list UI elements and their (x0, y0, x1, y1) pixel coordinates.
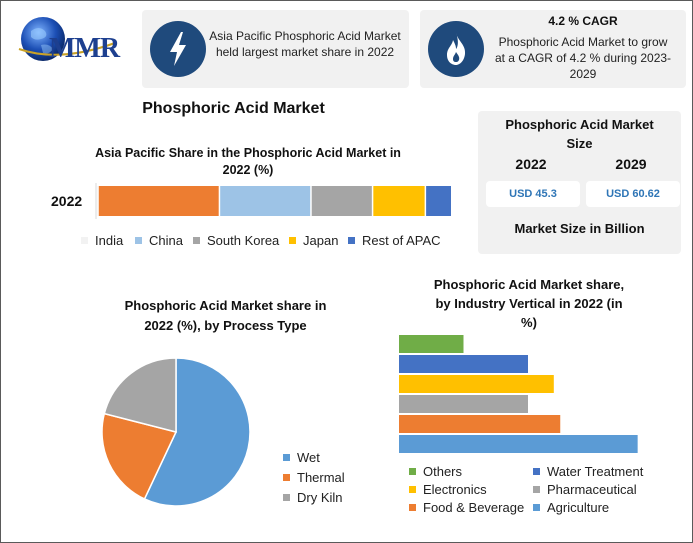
pie-legend-thermal-swatch (283, 474, 290, 481)
pie-slice-thermal (101, 412, 178, 500)
apac-bar-segment-china (98, 186, 219, 216)
industry-legend-electronics-label: Electronics (423, 482, 487, 497)
info-card-1-text: Asia Pacific Phosphoric Acid Market held… (206, 28, 404, 60)
industry-legend-pharmaceutical-swatch (533, 486, 540, 493)
industry-legend-food-and-beverage: Food & Beverage (409, 500, 524, 515)
pie-legend-dry-kiln: Dry Kiln (283, 490, 343, 505)
info-card-2-line-3: 2029 (569, 67, 597, 81)
apac-bar-segment-segment-5 (426, 186, 451, 216)
pie-slice-wet (143, 357, 251, 507)
industry-legend-agriculture-label: Agriculture (547, 500, 610, 515)
pie-legend-dry-kiln-swatch (283, 494, 290, 501)
apac-legend-india-label: India (95, 233, 124, 248)
industry-chart-title-line-1: Phosphoric Acid Market share, (433, 277, 625, 292)
market-size-year-2029: 2029 (615, 156, 647, 172)
cagr-title: 4.2 % CAGR (548, 14, 618, 28)
industry-legend-electronics-swatch (409, 486, 416, 493)
lightning-icon (150, 21, 206, 77)
apac-legend-india: India (81, 233, 123, 248)
industry-legend-pharmaceutical: Pharmaceutical (533, 482, 637, 497)
apac-chart-title: Asia Pacific Share in the Phosphoric Aci… (63, 145, 433, 179)
industry-bar-pharmaceutical (399, 395, 528, 413)
market-size-year-2022: 2022 (515, 156, 547, 172)
industry-legend-others: Others (409, 464, 462, 479)
apac-legend-china: China (135, 233, 183, 248)
industry-legend-others-swatch (409, 468, 416, 475)
apac-legend-japan-label: Japan (303, 233, 339, 248)
info-card-1-line-2: held largest market share in 2022 (215, 45, 395, 59)
industry-legend-water-treatment-swatch (533, 468, 540, 475)
pie-chart-title-line-1: Phosphoric Acid Market share in (124, 298, 327, 313)
pie-legend-wet: Wet (283, 450, 320, 465)
industry-legend-food-and-beverage-swatch (409, 504, 416, 511)
apac-legend-south-korea: South Korea (193, 233, 279, 248)
industry-bar-water-treatment (399, 355, 528, 373)
apac-legend-japan: Japan (289, 233, 338, 248)
market-size-title: Phosphoric Acid Market Size (478, 115, 681, 153)
apac-legend-japan-swatch (289, 237, 296, 244)
pie-legend-thermal: Thermal (283, 470, 345, 485)
page-title: Phosphoric Acid Market (142, 100, 325, 117)
apac-legend-india-swatch (81, 237, 88, 244)
apac-legend-china-swatch (135, 237, 142, 244)
brand-logo-text: MMR (49, 33, 120, 64)
globe-icon (18, 17, 116, 61)
industry-chart-title-line-3: %) (521, 315, 537, 330)
industry-legend-agriculture-swatch (533, 504, 540, 511)
info-card-2-text: Phosphoric Acid Market to grow at a CAGR… (484, 34, 682, 82)
apac-legend-rest-of-apac-label: Rest of APAC (362, 233, 441, 248)
pie-legend-thermal-label: Thermal (297, 470, 345, 485)
apac-bar-segment-japan (311, 186, 372, 216)
apac-legend-china-label: China (149, 233, 183, 248)
industry-legend-food-and-beverage-label: Food & Beverage (423, 500, 525, 515)
info-card-2-line-1: Phosphoric Acid Market to grow (498, 35, 668, 49)
pie-slice-dry-kiln (103, 357, 177, 433)
industry-legend-others-label: Others (423, 464, 463, 479)
apac-legend-rest-of-apac: Rest of APAC (348, 233, 441, 248)
apac-legend-rest-of-apac-swatch (348, 237, 355, 244)
info-card-asia-pacific: Asia Pacific Phosphoric Acid Market held… (142, 10, 409, 88)
pie-chart-title: Phosphoric Acid Market share in 2022 (%)… (103, 296, 348, 336)
industry-chart-title: Phosphoric Acid Market share, by Industr… (401, 275, 657, 332)
industry-chart-title-line-2: by Industry Vertical in 2022 (in (435, 296, 623, 311)
pie-chart-title-line-2: 2022 (%), by Process Type (144, 318, 307, 333)
market-size-title-line-1: Phosphoric Acid Market (505, 117, 654, 132)
pie-legend-dry-kiln-label: Dry Kiln (297, 490, 343, 505)
industry-bar-food-and-beverage (399, 415, 561, 433)
industry-bar-electronics (399, 375, 554, 393)
industry-bar-chart (399, 335, 638, 453)
apac-legend-south-korea-swatch (193, 237, 200, 244)
industry-legend-water-treatment: Water Treatment (533, 464, 643, 479)
apac-bar-segment-rest-of-apac (373, 186, 425, 216)
process-type-pie-chart (101, 357, 251, 507)
apac-chart-category-label: 2022 (51, 193, 83, 209)
market-size-card: Phosphoric Acid Market Size 2022 2029 US… (478, 111, 681, 254)
market-size-value-2029: USD 60.62 (586, 181, 680, 207)
industry-legend-electronics: Electronics (409, 482, 487, 497)
market-size-title-line-2: Size (566, 136, 593, 151)
flame-icon (428, 21, 484, 77)
info-card-1-line-1: Asia Pacific Phosphoric Acid Market (209, 29, 401, 43)
info-card-cagr: 4.2 % CAGR Phosphoric Acid Market to gro… (420, 10, 686, 88)
apac-legend-south-korea-label: South Korea (207, 233, 280, 248)
apac-bar-segment-south-korea (220, 186, 311, 216)
apac-chart-title-line-1: Asia Pacific Share in the Phosphoric Aci… (95, 146, 401, 160)
apac-bar-segment-india (97, 186, 98, 216)
industry-legend-agriculture: Agriculture (533, 500, 609, 515)
industry-legend-pharmaceutical-label: Pharmaceutical (547, 482, 637, 497)
pie-legend-wet-label: Wet (297, 450, 320, 465)
market-size-value-2022: USD 45.3 (486, 181, 580, 207)
industry-bar-others (399, 335, 464, 353)
apac-stacked-bar-chart (95, 183, 451, 219)
brand-logo[interactable]: MMR (15, 13, 143, 69)
info-card-2-line-2: at a CAGR of 4.2 % during 2023- (494, 51, 672, 65)
apac-chart-title-line-2: 2022 (%) (222, 163, 274, 177)
industry-bar-agriculture (399, 435, 638, 453)
market-size-unit: Market Size in Billion (514, 221, 645, 236)
industry-legend-water-treatment-label: Water Treatment (547, 464, 644, 479)
pie-legend-wet-swatch (283, 454, 290, 461)
